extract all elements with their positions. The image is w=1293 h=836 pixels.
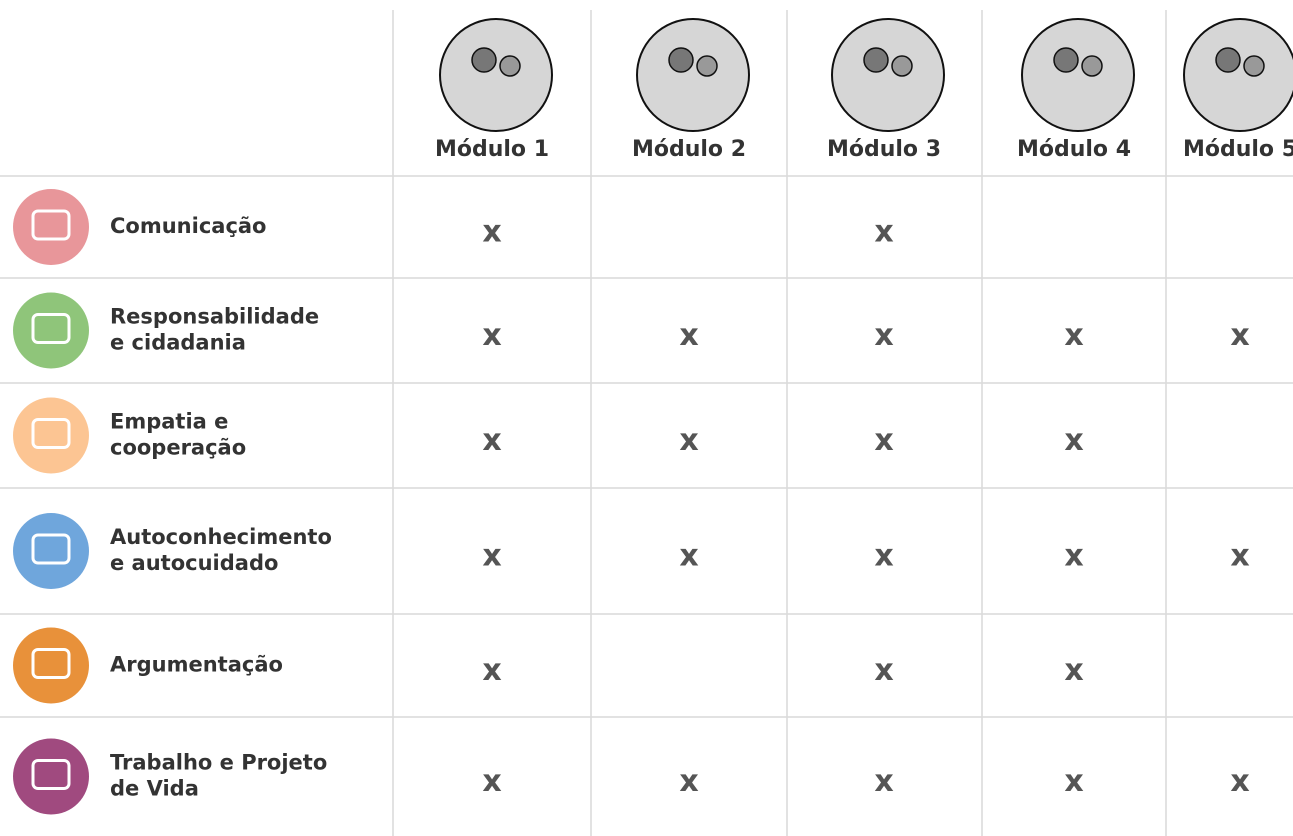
check-mark: x	[679, 764, 698, 799]
check-mark: x	[1064, 653, 1083, 688]
module-header: Módulo 1	[435, 137, 549, 162]
skill-label: Autoconhecimento	[110, 525, 332, 549]
skill-label: Empatia e	[110, 410, 228, 434]
module-icon	[636, 18, 750, 132]
skill-label: e cidadania	[110, 331, 246, 355]
check-mark: x	[679, 318, 698, 353]
skill-label: e autocuidado	[110, 551, 278, 575]
skill-icon-glyph	[31, 209, 71, 241]
skill-label: cooperação	[110, 436, 246, 460]
check-mark: x	[482, 423, 501, 458]
module-header: Módulo 4	[1017, 137, 1131, 162]
check-mark: x	[679, 539, 698, 574]
check-mark: x	[1064, 423, 1083, 458]
check-mark: x	[1230, 764, 1249, 799]
skill-icon-glyph	[31, 533, 71, 565]
module-icon	[1021, 18, 1135, 132]
skill-icon	[13, 292, 89, 369]
module-icon-figure	[1243, 55, 1265, 77]
module-icon-figure	[499, 55, 521, 77]
check-mark: x	[1064, 539, 1083, 574]
skill-icon	[13, 513, 89, 589]
module-icon-figure	[696, 55, 718, 77]
skill-label: de Vida	[110, 777, 199, 801]
module-header: Módulo 3	[827, 137, 941, 162]
module-icon-figure	[1053, 47, 1079, 73]
skill-icon	[13, 627, 89, 704]
skill-icon-glyph	[31, 648, 71, 679]
check-mark: x	[874, 539, 893, 574]
skill-icon-glyph	[31, 759, 71, 790]
check-mark: x	[1230, 539, 1249, 574]
check-mark: x	[874, 423, 893, 458]
module-icon	[1183, 18, 1293, 132]
module-icon	[439, 18, 553, 132]
check-mark: x	[874, 653, 893, 688]
module-icon-figure	[863, 47, 889, 73]
check-mark: x	[679, 423, 698, 458]
check-mark: x	[874, 764, 893, 799]
skill-icon	[13, 397, 89, 474]
skill-icon-glyph	[31, 418, 71, 449]
module-icon-figure	[1215, 47, 1241, 73]
check-mark: x	[482, 653, 501, 688]
skill-icon	[13, 738, 89, 815]
check-mark: x	[1230, 318, 1249, 353]
check-mark: x	[874, 318, 893, 353]
check-mark: x	[482, 539, 501, 574]
skill-label: Trabalho e Projeto	[110, 751, 327, 775]
module-icon-figure	[471, 47, 497, 73]
check-mark: x	[1064, 764, 1083, 799]
check-mark: x	[482, 215, 501, 250]
module-header: Módulo 5	[1183, 137, 1293, 162]
module-icon-figure	[891, 55, 913, 77]
skill-label: Responsabilidade	[110, 305, 319, 329]
skill-icon	[13, 189, 89, 265]
skill-icon-glyph	[31, 313, 71, 344]
module-header: Módulo 2	[632, 137, 746, 162]
check-mark: x	[874, 215, 893, 250]
skill-label: Argumentação	[110, 653, 283, 677]
module-icon-figure	[668, 47, 694, 73]
module-icon-figure	[1081, 55, 1103, 77]
skill-label: Comunicação	[110, 214, 267, 238]
check-mark: x	[482, 764, 501, 799]
check-mark: x	[1064, 318, 1083, 353]
check-mark: x	[482, 318, 501, 353]
module-icon	[831, 18, 945, 132]
